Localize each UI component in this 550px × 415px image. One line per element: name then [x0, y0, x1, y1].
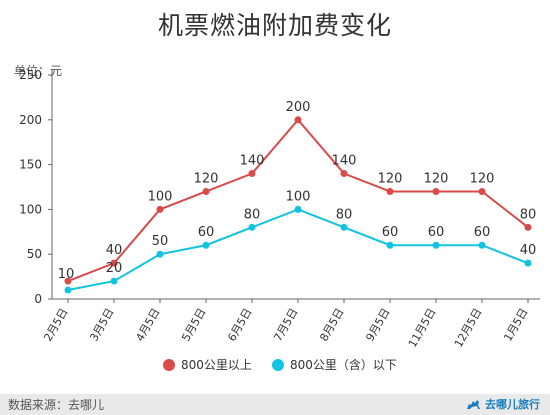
data-point-s1-10 — [524, 259, 532, 267]
legend-marker-800-above — [163, 358, 175, 371]
data-point-s0-4 — [248, 170, 256, 178]
chart-title: 机票燃油附加费变化 — [157, 11, 392, 40]
data-label-s0-7: 120 — [378, 171, 403, 186]
data-point-s0-8 — [432, 187, 440, 195]
data-label-s0-2: 100 — [148, 189, 173, 204]
data-label-s1-2: 50 — [152, 234, 169, 249]
legend-marker-800-below — [272, 358, 284, 371]
data-label-s0-9: 120 — [470, 171, 495, 186]
data-label-s1-3: 60 — [198, 225, 215, 240]
y-tick-label: 50 — [27, 247, 42, 261]
legend-label-800-below: 800公里（含）以下 — [290, 358, 397, 372]
series-line-1 — [67, 208, 529, 292]
data-point-s0-9 — [478, 187, 486, 195]
data-label-s0-10: 80 — [520, 207, 537, 222]
data-label-s1-10: 40 — [520, 243, 537, 258]
legend-item-800-below[interactable]: 800公里（含）以下 — [272, 356, 397, 373]
data-point-s0-1 — [110, 259, 118, 267]
legend-item-800-above[interactable]: 800公里以上 — [163, 356, 252, 373]
camel-logo-icon — [467, 399, 480, 409]
legend-label-800-above: 800公里以上 — [181, 358, 252, 372]
data-point-s0-3 — [202, 187, 210, 195]
data-point-s1-2 — [156, 250, 164, 258]
data-label-s1-4: 80 — [244, 207, 261, 222]
data-label-s0-1: 40 — [106, 243, 123, 258]
data-point-s0-0 — [64, 277, 72, 285]
data-point-s1-1 — [110, 277, 118, 285]
data-label-s0-0: 10 — [58, 267, 75, 282]
data-label-s0-5: 200 — [286, 100, 311, 115]
x-tick-label: 6月5日 — [225, 306, 254, 344]
y-tick-label: 250 — [19, 68, 42, 82]
data-point-s1-9 — [478, 241, 486, 249]
data-label-s1-8: 60 — [428, 225, 445, 240]
data-point-s1-6 — [340, 223, 348, 231]
data-label-s1-1: 20 — [106, 261, 123, 276]
x-tick-label: 7月5日 — [271, 306, 300, 344]
data-point-s0-7 — [386, 187, 394, 195]
footer-bar: 数据来源：去哪儿 去哪儿旅行 — [0, 394, 550, 415]
data-label-s0-3: 120 — [194, 171, 219, 186]
data-point-s0-10 — [524, 223, 532, 231]
x-tick-label: 11月5日 — [406, 306, 439, 350]
series-points — [64, 116, 532, 294]
y-tick-label: 150 — [19, 158, 42, 172]
x-tick-label: 5月5日 — [179, 306, 208, 344]
data-label-s0-6: 140 — [332, 154, 357, 169]
data-labels: 10 40 100 120 140 200 140 120 120 120 80 20 50 60 80 10… — [58, 100, 537, 282]
y-tick-label: 100 — [19, 202, 42, 216]
data-label-s1-9: 60 — [474, 225, 491, 240]
data-label-s0-8: 120 — [424, 171, 449, 186]
data-point-s0-5 — [294, 116, 302, 124]
data-label-s1-7: 60 — [382, 225, 399, 240]
brand-name: 去哪儿旅行 — [485, 398, 540, 411]
x-tick-label: 12月5日 — [452, 306, 485, 350]
data-point-s1-0 — [64, 286, 72, 294]
data-label-s0-4: 140 — [240, 154, 265, 169]
data-point-s0-2 — [156, 205, 164, 213]
data-point-s1-5 — [294, 205, 302, 213]
x-tick-label: 9月5日 — [363, 306, 392, 344]
data-source-text: 数据来源：去哪儿 — [8, 398, 105, 412]
data-point-s1-4 — [248, 223, 256, 231]
data-point-s1-3 — [202, 241, 210, 249]
x-tick-label: 4月5日 — [133, 306, 162, 344]
data-label-s1-6: 80 — [336, 207, 353, 222]
x-tick-label: 8月5日 — [317, 306, 346, 344]
x-tick-label: 1月5日 — [501, 306, 530, 344]
data-point-s0-6 — [340, 170, 348, 178]
data-label-s1-5: 100 — [286, 189, 311, 204]
axes: 0 50 100 150 200 250 2月5日 3月5日 4月5日 5月5日 6月5日 7月5日 8… — [19, 68, 540, 350]
x-tick-label: 2月5日 — [41, 306, 70, 344]
series-lines — [67, 118, 529, 292]
y-tick-label: 0 — [34, 292, 42, 306]
x-tick-label: 3月5日 — [87, 306, 116, 344]
data-point-s1-8 — [432, 241, 440, 249]
brand-logo-text: 去哪儿旅行 — [466, 396, 540, 412]
data-point-s1-7 — [386, 241, 394, 249]
y-tick-label: 200 — [19, 113, 42, 127]
